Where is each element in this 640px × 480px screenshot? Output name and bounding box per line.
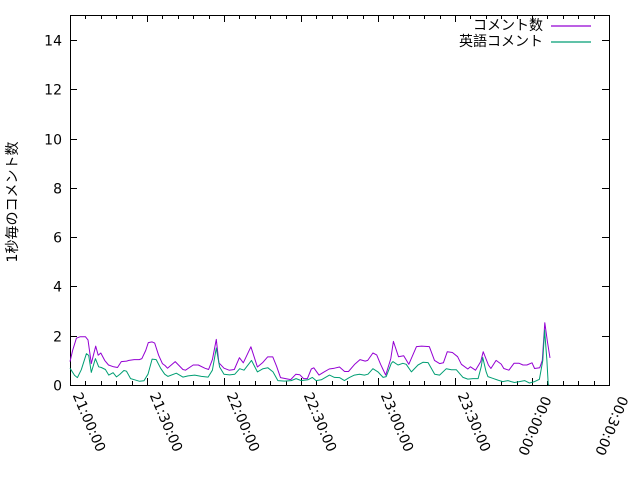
y-tick-label: 8	[53, 182, 62, 198]
y-tick-label: 0	[53, 379, 62, 395]
plot-border	[70, 15, 610, 386]
legend-label: 英語コメント	[459, 33, 543, 50]
y-axis-title: 1秒毎のコメント数	[5, 142, 21, 263]
y-tick-label: 6	[53, 231, 62, 247]
legend-label: コメント数	[473, 18, 543, 34]
series-comments-line	[69, 322, 551, 381]
y-tick-label: 12	[44, 83, 62, 99]
y-tick-label: 14	[44, 34, 62, 50]
y-tick-label: 10	[44, 133, 62, 149]
y-tick-label: 4	[53, 280, 62, 296]
series-english-comments-line	[69, 329, 550, 386]
y-tick-label: 2	[53, 330, 62, 346]
